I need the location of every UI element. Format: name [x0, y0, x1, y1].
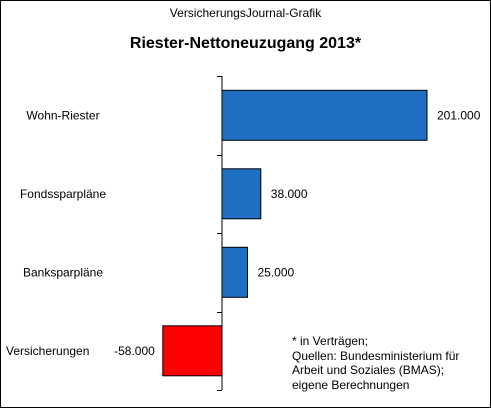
bar: [221, 246, 248, 298]
footnote-line: eigene Berechnungen: [292, 377, 410, 392]
value-label: 25.000: [258, 265, 295, 279]
footnote-line: Arbeit und Soziales (BMAS);: [292, 363, 445, 377]
bar: [162, 325, 223, 377]
category-label: Banksparpläne: [23, 265, 103, 279]
category-label: Fondssparpläne: [20, 187, 106, 201]
chart-title: Riester-Nettoneuzugang 2013*: [129, 35, 362, 52]
chart-source-label: VersicherungsJournal-Grafik: [169, 6, 322, 20]
footnote-line: Quellen: Bundesministerium für: [292, 348, 460, 363]
footnote-line: * in Verträgen;: [292, 334, 369, 348]
value-label: 38.000: [271, 187, 308, 201]
category-label: Versicherungen: [6, 344, 89, 358]
bar: [221, 89, 428, 141]
bar: [221, 168, 262, 220]
category-label: Wohn-Riester: [26, 108, 99, 122]
value-label: 201.000: [437, 108, 481, 122]
footnote: * in Verträgen; Quellen: Bundesministeri…: [292, 334, 459, 392]
value-label: -58.000: [114, 344, 155, 358]
